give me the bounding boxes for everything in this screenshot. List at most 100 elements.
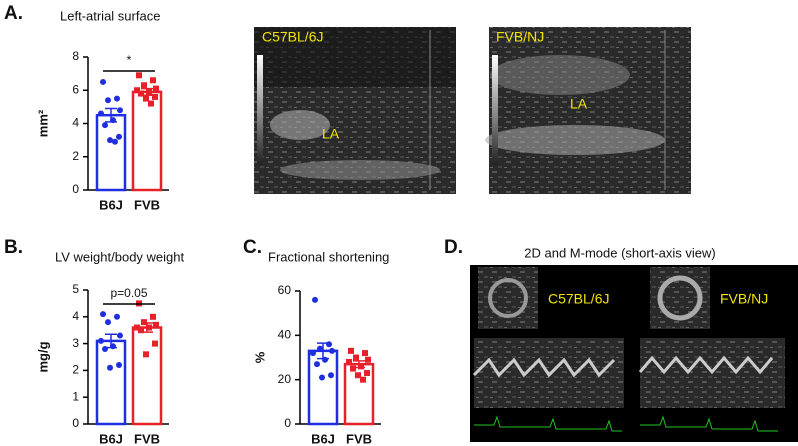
data-point <box>100 78 106 85</box>
data-point <box>152 340 158 347</box>
data-point <box>114 95 120 102</box>
data-point <box>148 100 154 107</box>
data-point <box>350 365 356 372</box>
y-axis-label: mg/g <box>35 341 50 372</box>
data-point <box>150 77 156 84</box>
y-tick-label: 0 <box>284 416 291 430</box>
data-point <box>322 356 328 363</box>
y-tick-label: 0 <box>72 416 79 430</box>
image-label: FVB/NJ <box>496 29 544 45</box>
data-point <box>107 137 113 144</box>
y-tick-label: 2 <box>72 149 79 163</box>
x-tick-label: FVB <box>134 197 160 212</box>
data-point <box>138 90 144 97</box>
bar <box>95 339 127 426</box>
y-tick-label: 0 <box>72 182 79 196</box>
annotation: * <box>127 53 132 67</box>
chart-title: Left-atrial surface <box>60 8 160 23</box>
x-tick-label: B6J <box>99 431 123 446</box>
data-point <box>141 319 147 326</box>
y-tick-label: 1 <box>72 389 79 403</box>
y-tick-label: 2 <box>72 363 79 377</box>
data-point <box>143 351 149 358</box>
data-point <box>116 362 122 369</box>
data-point <box>328 372 334 379</box>
data-point <box>107 364 113 371</box>
data-point <box>98 110 104 117</box>
data-point <box>146 324 152 331</box>
data-point <box>358 363 364 370</box>
x-tick-label: B6J <box>99 197 123 212</box>
x-tick-label: FVB <box>346 431 372 446</box>
y-tick-label: 4 <box>72 116 79 130</box>
bar <box>131 90 163 192</box>
y-tick-label: 40 <box>278 328 292 342</box>
image-label: FVB/NJ <box>720 291 768 307</box>
data-point <box>153 321 159 328</box>
mmode-image: C57BL/6J FVB/NJ <box>470 265 798 442</box>
annotation: p=0.05 <box>110 286 147 300</box>
data-point <box>348 347 354 354</box>
data-point <box>102 345 108 352</box>
y-axis-label: % <box>252 351 267 363</box>
x-tick-label: B6J <box>311 431 335 446</box>
data-point <box>353 354 359 361</box>
chart-title: LV weight/body weight <box>55 249 185 264</box>
data-point <box>152 93 158 100</box>
data-point <box>112 138 118 145</box>
echo-image: C57BL/6J LA <box>254 27 456 194</box>
data-point <box>134 87 140 94</box>
image-label: C57BL/6J <box>262 29 323 45</box>
data-point <box>110 117 116 124</box>
panel-label: C. <box>243 237 262 258</box>
bar <box>95 113 127 192</box>
data-point <box>360 376 366 383</box>
panel-label: B. <box>4 237 23 258</box>
data-point <box>114 313 120 320</box>
x-tick-label: FVB <box>134 431 160 446</box>
data-point <box>117 332 123 339</box>
data-point <box>117 107 123 114</box>
y-tick-label: 5 <box>72 282 79 296</box>
data-point <box>326 341 332 348</box>
data-point <box>146 88 152 95</box>
data-point <box>329 347 335 354</box>
data-point <box>355 372 361 379</box>
data-point <box>141 82 147 89</box>
region-label: LA <box>322 126 340 142</box>
data-point <box>312 296 318 303</box>
data-point <box>105 97 111 104</box>
y-tick-label: 6 <box>72 82 79 96</box>
data-point <box>110 343 116 350</box>
data-point <box>314 361 320 368</box>
data-point <box>98 337 104 344</box>
panel-label: D. <box>444 237 463 258</box>
panel-label: A. <box>4 3 23 24</box>
data-point <box>134 324 140 331</box>
data-point <box>143 95 149 102</box>
data-point <box>102 122 108 129</box>
data-point <box>138 327 144 334</box>
y-tick-label: 8 <box>72 49 79 63</box>
echo-image: FVB/NJ LA <box>485 27 691 194</box>
data-point <box>105 319 111 326</box>
data-point <box>365 356 371 363</box>
data-point <box>317 345 323 352</box>
data-point <box>319 374 325 381</box>
data-point <box>362 350 368 357</box>
image-label: C57BL/6J <box>548 291 609 307</box>
y-tick-label: 4 <box>72 309 79 323</box>
data-point <box>100 311 106 318</box>
data-point <box>364 370 370 377</box>
data-point <box>153 85 159 92</box>
region-label: LA <box>570 96 588 112</box>
data-point <box>346 358 352 365</box>
chart-title: Fractional shortening <box>268 249 389 264</box>
panel-title: 2D and M-mode (short-axis view) <box>524 245 715 260</box>
y-tick-label: 3 <box>72 336 79 350</box>
data-point <box>310 350 316 357</box>
data-point <box>136 72 142 79</box>
y-tick-label: 20 <box>278 372 292 386</box>
data-point <box>116 133 122 140</box>
